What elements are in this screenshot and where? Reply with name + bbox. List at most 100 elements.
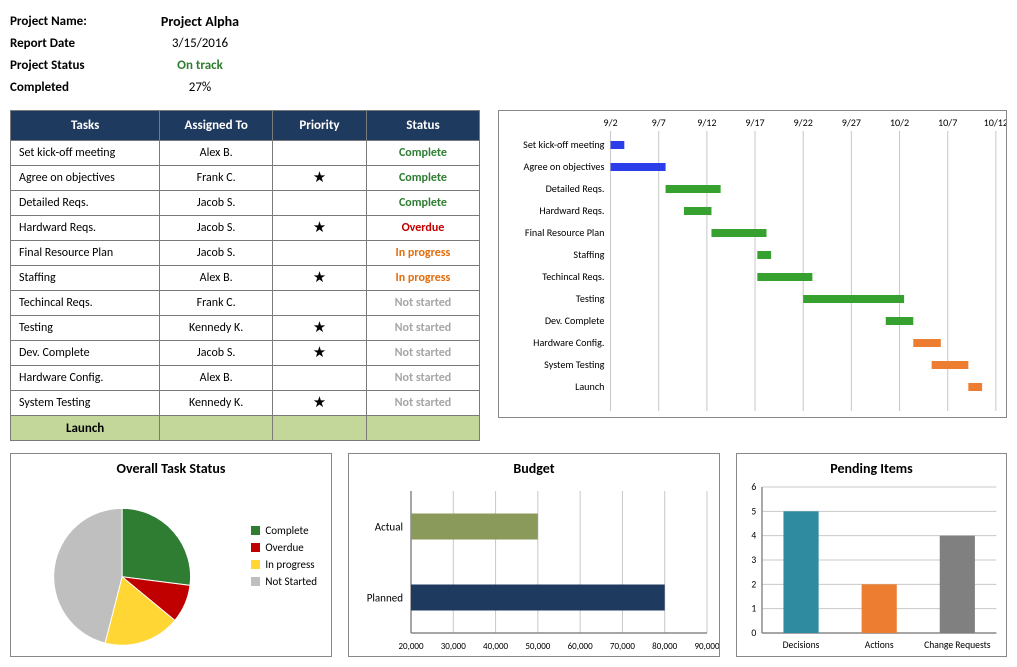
status-cell: Complete: [366, 191, 479, 216]
task-name-cell: Agree on objectives: [11, 166, 160, 191]
gantt-chart: 9/29/79/129/179/229/2710/210/710/12Set k…: [498, 110, 1007, 418]
svg-text:Techincal Reqs.: Techincal Reqs.: [542, 270, 604, 283]
legend-label: In progress: [265, 558, 314, 571]
svg-text:1: 1: [751, 602, 756, 614]
header-value: Project Alpha: [150, 13, 250, 30]
svg-text:60,000: 60,000: [568, 641, 593, 652]
table-header: Assigned To: [160, 111, 273, 141]
svg-text:90,000: 90,000: [694, 641, 719, 652]
svg-text:System Testing: System Testing: [544, 358, 605, 371]
status-cell: In progress: [366, 241, 479, 266]
pending-panel: Pending Items 1234560DecisionsActionsCha…: [736, 453, 1007, 657]
svg-text:Agree on objectives: Agree on objectives: [524, 160, 605, 173]
task-name-cell: System Testing: [11, 391, 160, 416]
legend-label: Overdue: [265, 541, 303, 554]
svg-text:20,000: 20,000: [398, 641, 423, 652]
priority-cell: ★: [272, 391, 366, 416]
priority-cell: [272, 191, 366, 216]
svg-text:80,000: 80,000: [652, 641, 677, 652]
priority-cell: ★: [272, 216, 366, 241]
pie-title: Overall Task Status: [11, 454, 331, 479]
assigned-cell: Jacob S.: [160, 191, 273, 216]
svg-text:9/7: 9/7: [652, 116, 666, 129]
priority-cell: ★: [272, 316, 366, 341]
svg-text:9/12: 9/12: [697, 116, 716, 129]
svg-text:9/27: 9/27: [842, 116, 861, 129]
svg-text:6: 6: [751, 481, 756, 493]
legend-swatch: [251, 560, 260, 569]
table-row: Detailed Reqs.Jacob S. Complete: [11, 191, 480, 216]
legend-item: In progress: [251, 558, 317, 571]
svg-text:2: 2: [751, 578, 756, 590]
svg-text:Actions: Actions: [865, 639, 894, 651]
status-cell: Complete: [366, 141, 479, 166]
assigned-cell: Frank C.: [160, 291, 273, 316]
assigned-cell: Jacob S.: [160, 241, 273, 266]
svg-text:9/22: 9/22: [794, 116, 813, 129]
table-row: Set kick-off meetingAlex B.Complete: [11, 141, 480, 166]
budget-title: Budget: [349, 454, 719, 479]
svg-text:Actual: Actual: [375, 521, 403, 534]
legend-item: Overdue: [251, 541, 317, 554]
task-name-cell: Dev. Complete: [11, 341, 160, 366]
svg-text:50,000: 50,000: [525, 641, 550, 652]
header-value: On track: [150, 58, 250, 73]
table-header: Status: [366, 111, 479, 141]
svg-text:Detailed Reqs.: Detailed Reqs.: [546, 182, 605, 195]
svg-text:Set kick-off meeting: Set kick-off meeting: [523, 138, 605, 151]
header-label: Project Name:: [10, 14, 150, 29]
svg-text:0: 0: [751, 627, 756, 639]
table-row: Hardward Reqs.Jacob S.★Overdue: [11, 216, 480, 241]
task-name-cell: Final Resource Plan: [11, 241, 160, 266]
project-header: Project Name:Project AlphaReport Date3/1…: [10, 10, 1007, 98]
svg-text:40,000: 40,000: [483, 641, 508, 652]
assigned-cell: Alex B.: [160, 141, 273, 166]
task-name-cell: Hardward Reqs.: [11, 216, 160, 241]
status-cell: Complete: [366, 166, 479, 191]
launch-cell: Launch: [11, 416, 160, 441]
assigned-cell: Frank C.: [160, 166, 273, 191]
priority-cell: ★: [272, 266, 366, 291]
pie-legend: Complete Overdue In progress Not Started: [251, 524, 317, 592]
header-row: Report Date3/15/2016: [10, 32, 1007, 54]
legend-swatch: [251, 543, 260, 552]
assigned-cell: Kennedy K.: [160, 391, 273, 416]
table-row: Dev. CompleteJacob S.★Not started: [11, 341, 480, 366]
star-icon: ★: [313, 219, 326, 237]
svg-text:3: 3: [751, 554, 756, 566]
table-row: Hardware Config.Alex B.Not started: [11, 366, 480, 391]
budget-panel: Budget 20,00030,00040,00050,00060,00070,…: [348, 453, 720, 657]
svg-text:Launch: Launch: [575, 380, 604, 393]
header-value: 3/15/2016: [150, 36, 250, 51]
star-icon: ★: [313, 319, 326, 337]
priority-cell: [272, 241, 366, 266]
star-icon: ★: [313, 269, 326, 287]
status-cell: Not started: [366, 291, 479, 316]
pie-panel: Overall Task Status Complete Overdue In pr…: [10, 453, 332, 657]
bottom-row: Overall Task Status Complete Overdue In pr…: [10, 453, 1007, 657]
launch-empty-cell: [366, 416, 479, 441]
svg-text:Hardward Reqs.: Hardward Reqs.: [539, 204, 604, 217]
header-label: Report Date: [10, 36, 150, 51]
launch-empty-cell: [272, 416, 366, 441]
legend-item: Not Started: [251, 575, 317, 588]
svg-text:30,000: 30,000: [441, 641, 466, 652]
table-row: Agree on objectivesFrank C.★Complete: [11, 166, 480, 191]
status-cell: Not started: [366, 366, 479, 391]
launch-empty-cell: [160, 416, 273, 441]
priority-cell: ★: [272, 341, 366, 366]
svg-text:10/7: 10/7: [938, 116, 957, 129]
header-label: Project Status: [10, 58, 150, 73]
header-row: Project StatusOn track: [10, 54, 1007, 76]
status-cell: Not started: [366, 341, 479, 366]
pending-title: Pending Items: [737, 454, 1006, 479]
task-name-cell: Detailed Reqs.: [11, 191, 160, 216]
assigned-cell: Alex B.: [160, 366, 273, 391]
svg-text:Decisions: Decisions: [783, 639, 820, 651]
legend-swatch: [251, 526, 260, 535]
svg-text:10/12: 10/12: [984, 116, 1006, 129]
legend-label: Complete: [265, 524, 308, 537]
task-name-cell: Techincal Reqs.: [11, 291, 160, 316]
svg-text:10/2: 10/2: [890, 116, 909, 129]
table-row: StaffingAlex B.★In progress: [11, 266, 480, 291]
